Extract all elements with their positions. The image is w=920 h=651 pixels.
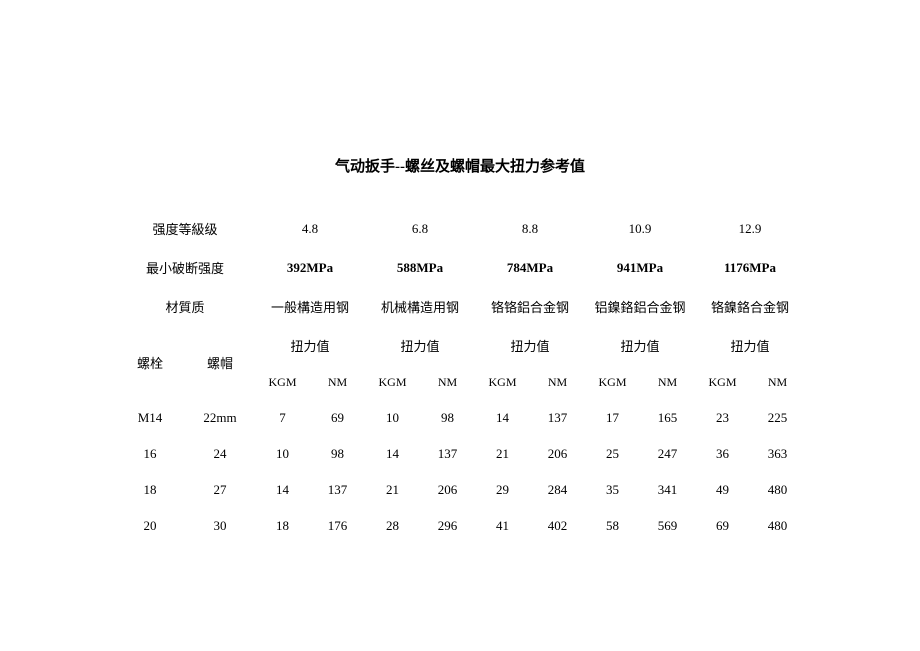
- nm-2: NM: [530, 367, 585, 400]
- nm-4: NM: [750, 367, 805, 400]
- grade-3: 10.9: [585, 211, 695, 250]
- cell: 247: [640, 436, 695, 472]
- cell: 206: [420, 472, 475, 508]
- cell: 17: [585, 400, 640, 436]
- cell: 363: [750, 436, 805, 472]
- cell: 137: [530, 400, 585, 436]
- torque-value-4: 扭力值: [695, 328, 805, 367]
- minbreak-3: 941MPa: [585, 250, 695, 289]
- cell: 25: [585, 436, 640, 472]
- torque-header-row: 螺栓 螺帽 扭力值 扭力值 扭力值 扭力值 扭力值: [115, 328, 805, 367]
- cell: 480: [750, 508, 805, 544]
- cell: 58: [585, 508, 640, 544]
- grade-0: 4.8: [255, 211, 365, 250]
- cell: 14: [475, 400, 530, 436]
- torque-value-0: 扭力值: [255, 328, 365, 367]
- cell: 569: [640, 508, 695, 544]
- nut-cell: 27: [185, 472, 255, 508]
- cell: 7: [255, 400, 310, 436]
- cell: 137: [420, 436, 475, 472]
- cell: 137: [310, 472, 365, 508]
- cell: 69: [310, 400, 365, 436]
- material-4: 铬鎳鉻合金钢: [695, 289, 805, 328]
- strength-grade-row: 强度等級级 4.8 6.8 8.8 10.9 12.9: [115, 211, 805, 250]
- table-row: 18 27 14 137 21 206 29 284 35 341 49 480: [115, 472, 805, 508]
- cell: 10: [255, 436, 310, 472]
- torque-reference-table: 强度等級级 4.8 6.8 8.8 10.9 12.9 最小破断强度 392MP…: [115, 211, 805, 544]
- cell: 284: [530, 472, 585, 508]
- nut-cell: 22mm: [185, 400, 255, 436]
- bolt-cell: 20: [115, 508, 185, 544]
- cell: 49: [695, 472, 750, 508]
- cell: 341: [640, 472, 695, 508]
- cell: 29: [475, 472, 530, 508]
- grade-4: 12.9: [695, 211, 805, 250]
- cell: 35: [585, 472, 640, 508]
- kgm-0: KGM: [255, 367, 310, 400]
- cell: 206: [530, 436, 585, 472]
- cell: 41: [475, 508, 530, 544]
- minbreak-0: 392MPa: [255, 250, 365, 289]
- bolt-cell: 16: [115, 436, 185, 472]
- nm-3: NM: [640, 367, 695, 400]
- material-2: 铬铬鋁合金钢: [475, 289, 585, 328]
- cell: 69: [695, 508, 750, 544]
- kgm-2: KGM: [475, 367, 530, 400]
- minbreak-2: 784MPa: [475, 250, 585, 289]
- material-label: 材質质: [115, 289, 255, 328]
- kgm-4: KGM: [695, 367, 750, 400]
- nut-cell: 30: [185, 508, 255, 544]
- table-row: 20 30 18 176 28 296 41 402 58 569 69 480: [115, 508, 805, 544]
- nm-1: NM: [420, 367, 475, 400]
- cell: 21: [475, 436, 530, 472]
- cell: 28: [365, 508, 420, 544]
- page-title: 气动扳手--螺丝及螺帽最大扭力参考值: [0, 155, 920, 176]
- bolt-cell: M14: [115, 400, 185, 436]
- kgm-3: KGM: [585, 367, 640, 400]
- grade-2: 8.8: [475, 211, 585, 250]
- cell: 480: [750, 472, 805, 508]
- cell: 10: [365, 400, 420, 436]
- table-row: M14 22mm 7 69 10 98 14 137 17 165 23 225: [115, 400, 805, 436]
- material-3: 铝鎳鉻鋁合金钢: [585, 289, 695, 328]
- cell: 14: [365, 436, 420, 472]
- material-row: 材質质 一般構造用钢 机械構造用钢 铬铬鋁合金钢 铝鎳鉻鋁合金钢 铬鎳鉻合金钢: [115, 289, 805, 328]
- cell: 14: [255, 472, 310, 508]
- nut-cell: 24: [185, 436, 255, 472]
- cell: 36: [695, 436, 750, 472]
- cell: 98: [420, 400, 475, 436]
- strength-grade-label: 强度等級级: [115, 211, 255, 250]
- minbreak-1: 588MPa: [365, 250, 475, 289]
- grade-1: 6.8: [365, 211, 475, 250]
- kgm-1: KGM: [365, 367, 420, 400]
- torque-value-2: 扭力值: [475, 328, 585, 367]
- cell: 23: [695, 400, 750, 436]
- cell: 402: [530, 508, 585, 544]
- bolt-cell: 18: [115, 472, 185, 508]
- cell: 21: [365, 472, 420, 508]
- material-0: 一般構造用钢: [255, 289, 365, 328]
- nut-header: 螺帽: [185, 328, 255, 400]
- torque-value-3: 扭力值: [585, 328, 695, 367]
- torque-value-1: 扭力值: [365, 328, 475, 367]
- min-break-label: 最小破断强度: [115, 250, 255, 289]
- bolt-header: 螺栓: [115, 328, 185, 400]
- cell: 296: [420, 508, 475, 544]
- cell: 176: [310, 508, 365, 544]
- material-1: 机械構造用钢: [365, 289, 475, 328]
- cell: 165: [640, 400, 695, 436]
- minbreak-4: 1176MPa: [695, 250, 805, 289]
- cell: 18: [255, 508, 310, 544]
- table-row: 16 24 10 98 14 137 21 206 25 247 36 363: [115, 436, 805, 472]
- cell: 98: [310, 436, 365, 472]
- min-break-row: 最小破断强度 392MPa 588MPa 784MPa 941MPa 1176M…: [115, 250, 805, 289]
- cell: 225: [750, 400, 805, 436]
- nm-0: NM: [310, 367, 365, 400]
